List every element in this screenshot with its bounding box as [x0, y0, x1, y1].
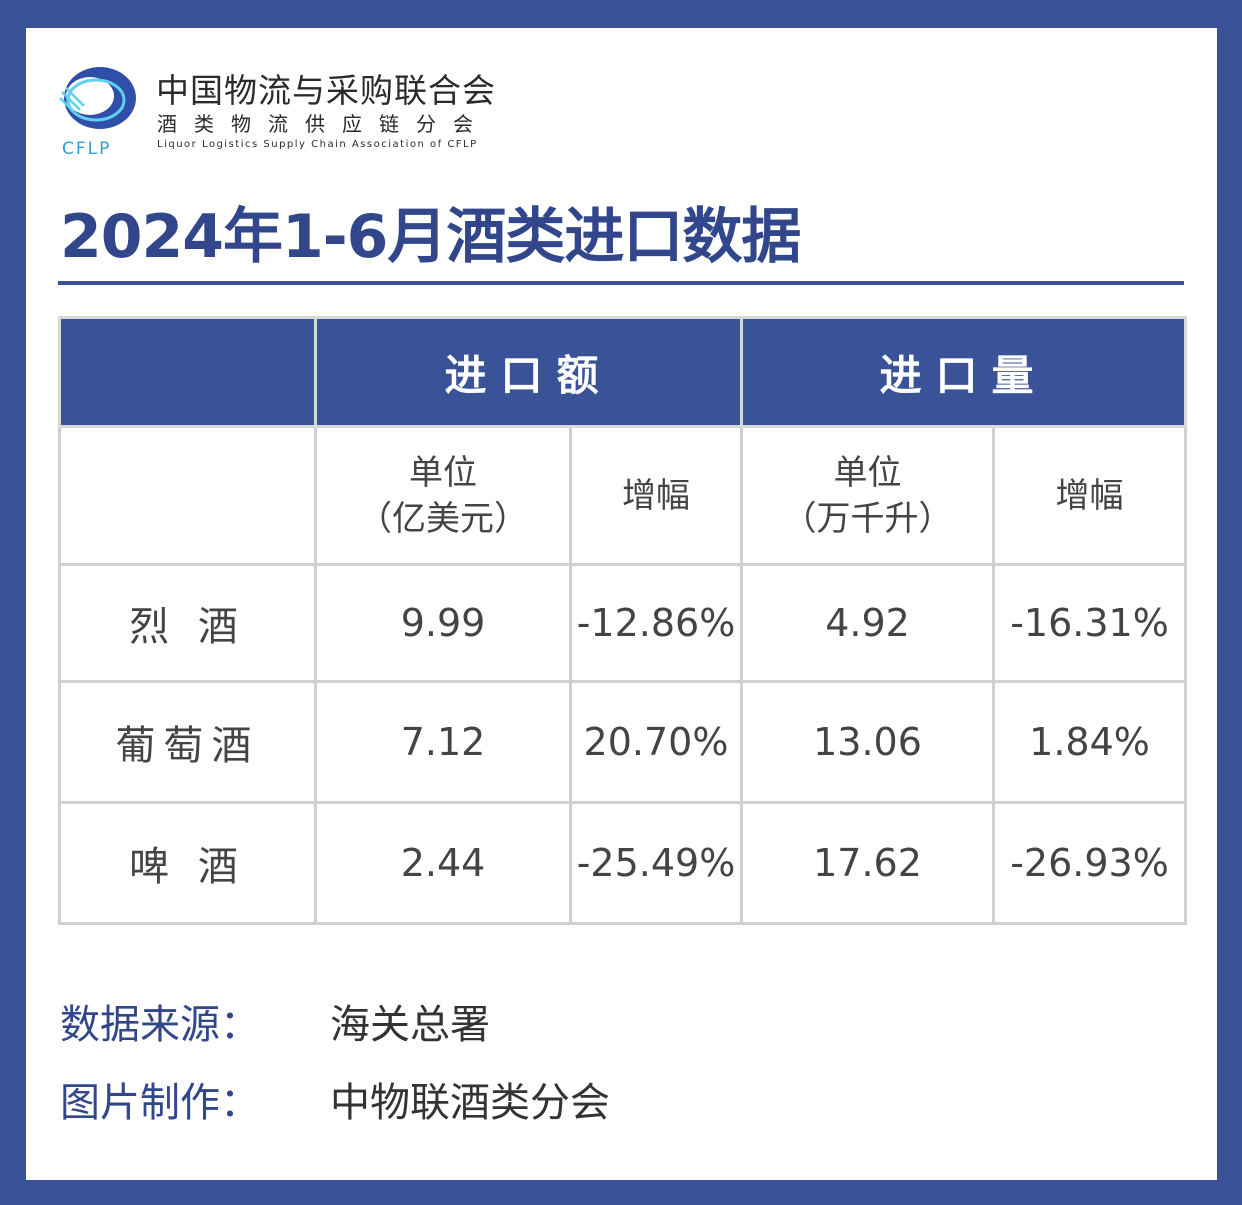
org-branch-name: 酒类物流供应链分会	[157, 112, 490, 136]
cell-volume-growth: -16.31%	[992, 563, 1188, 683]
cflp-logo: CFLP	[59, 67, 136, 159]
cell-import-volume: 17.62	[740, 801, 996, 925]
cell-import-volume: 13.06	[740, 680, 996, 804]
cell-value-growth: 20.70%	[568, 680, 744, 804]
table-row: 啤 酒 2.44 -25.49% 17.62 -26.93%	[58, 801, 1188, 925]
org-english-name: Liquor Logistics Supply Chain Associatio…	[157, 139, 478, 150]
cell-import-volume: 4.92	[740, 563, 996, 683]
svg-text:CFLP: CFLP	[62, 139, 111, 159]
sub-header-volume-unit: 单位 （万千升）	[740, 425, 996, 566]
row-label-wine: 葡萄酒	[58, 680, 317, 804]
cell-import-value: 7.12	[314, 680, 572, 804]
row-label-beer: 啤 酒	[58, 801, 317, 925]
image-credit-line: 图片制作： 中物联酒类分会	[60, 1070, 610, 1128]
image-credit-value: 中物联酒类分会	[330, 1080, 610, 1126]
cell-value-growth: -25.49%	[568, 801, 744, 925]
table-row: 烈 酒 9.99 -12.86% 4.92 -16.31%	[58, 563, 1188, 683]
sub-header-row: 单位 （亿美元） 增幅 单位 （万千升） 增幅	[58, 425, 1188, 566]
image-credit-label: 图片制作：	[60, 1080, 260, 1126]
sub-header-value-unit: 单位 （亿美元）	[314, 425, 572, 566]
import-data-table: 进口额 进口量 单位 （亿美元） 增幅 单位 （万千升） 增幅 烈 酒 9.99…	[58, 316, 1188, 925]
cell-volume-growth: 1.84%	[992, 680, 1188, 804]
cell-volume-growth: -26.93%	[992, 801, 1188, 925]
cell-value-growth: -12.86%	[568, 563, 744, 683]
title-divider	[58, 281, 1184, 285]
table-row: 葡萄酒 7.12 20.70% 13.06 1.84%	[58, 680, 1188, 804]
row-label-spirits: 烈 酒	[58, 563, 317, 683]
cell-import-value: 9.99	[314, 563, 572, 683]
data-source-value: 海关总署	[330, 1002, 490, 1048]
header-import-value: 进口额	[313, 316, 744, 428]
header-blank-cell	[58, 316, 317, 428]
content-card: CFLP 中国物流与采购联合会 酒类物流供应链分会 Liquor Logisti…	[26, 28, 1217, 1180]
cell-import-value: 2.44	[314, 801, 572, 925]
sub-header-value-growth: 增幅	[568, 425, 744, 566]
page-title: 2024年1-6月酒类进口数据	[60, 202, 801, 272]
data-source-label: 数据来源：	[60, 1002, 260, 1048]
sub-header-volume-growth: 增幅	[992, 425, 1188, 566]
sub-header-blank	[58, 425, 317, 566]
data-source-line: 数据来源： 海关总署	[60, 992, 490, 1050]
group-header-row: 进口额 进口量	[58, 316, 1188, 428]
org-name: 中国物流与采购联合会	[156, 71, 496, 110]
header-import-volume: 进口量	[740, 316, 1188, 428]
